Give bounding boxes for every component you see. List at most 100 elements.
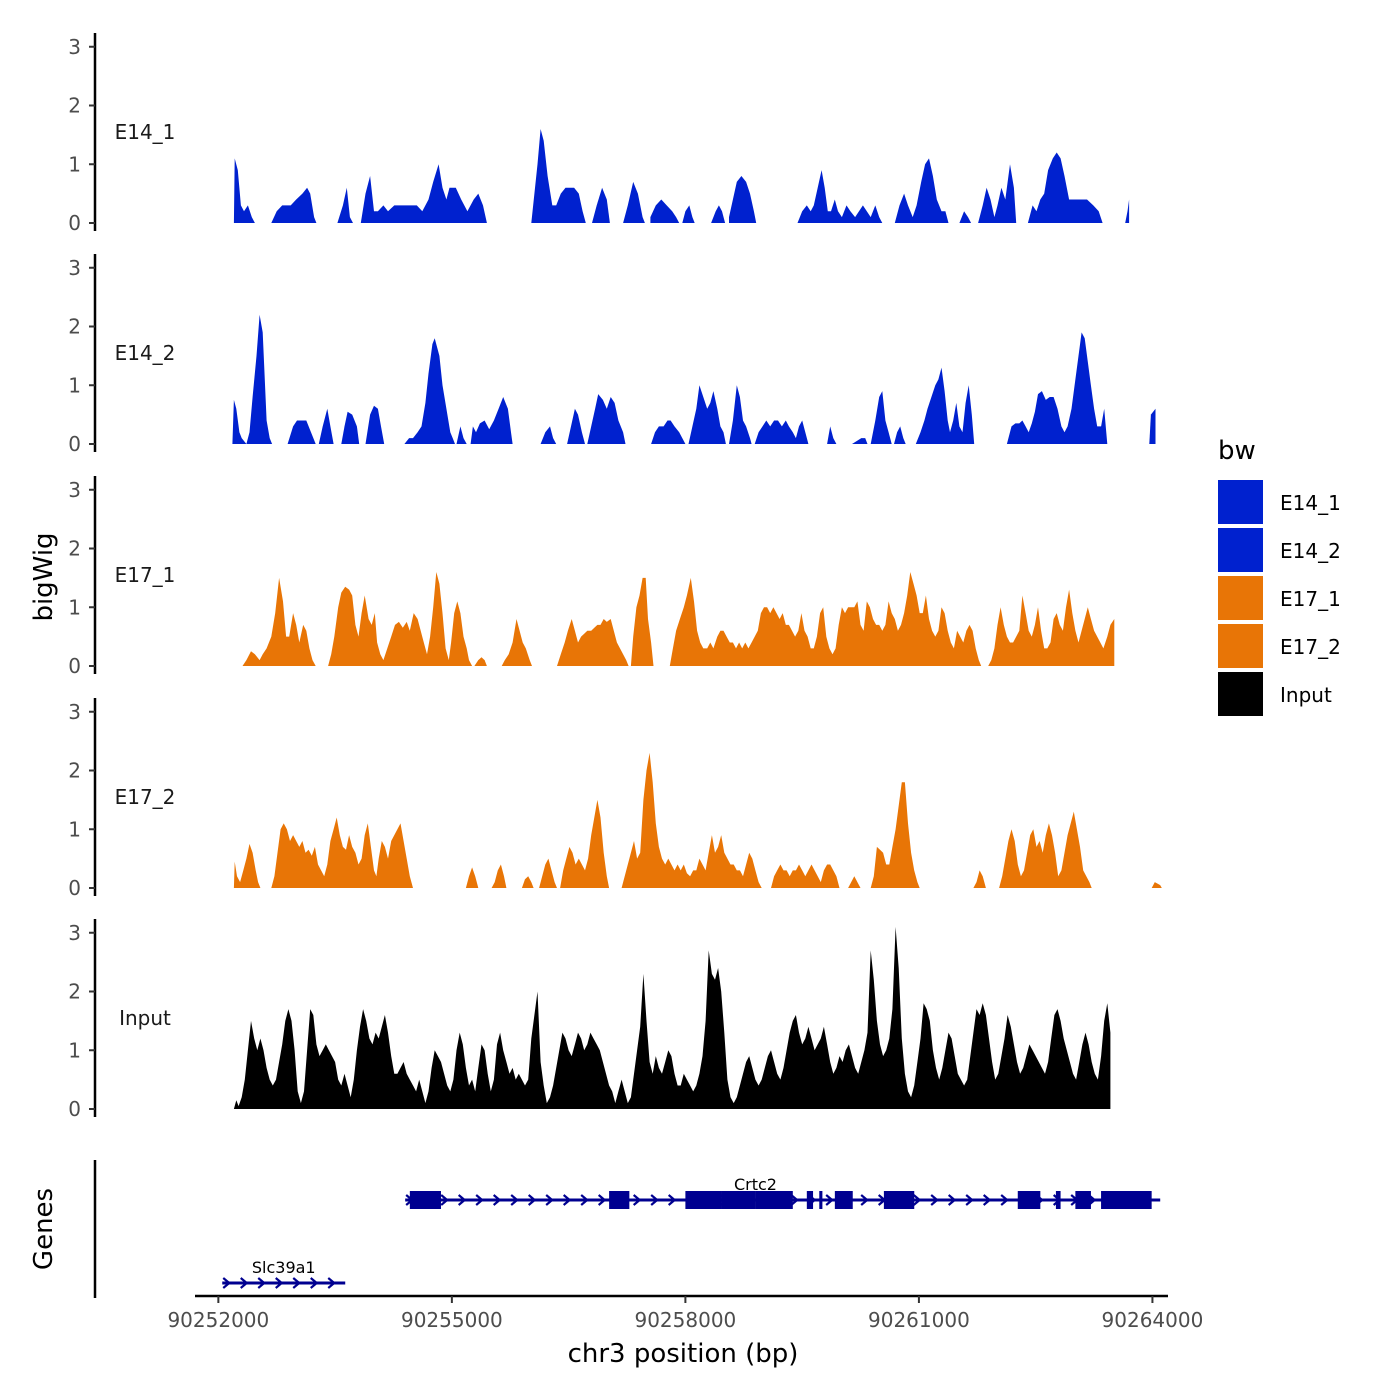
legend-swatch-E14_2	[1218, 528, 1263, 572]
strand-arrow	[912, 1194, 922, 1206]
coverage-area-E14_1	[682, 205, 695, 223]
strand-arrow	[257, 1277, 266, 1289]
legend-label-E14_1: E14_1	[1280, 491, 1341, 515]
exon	[834, 1191, 853, 1209]
strand-arrow	[475, 1194, 484, 1206]
exon	[883, 1191, 915, 1209]
coverage-area-E14_2	[894, 426, 906, 444]
coverage-area-E17_1	[242, 577, 316, 666]
coverage-area-E17_2	[999, 811, 1092, 888]
strand-arrow	[545, 1194, 554, 1206]
strand-arrow	[457, 1194, 467, 1206]
exon	[409, 1191, 441, 1209]
strand-arrow	[597, 1194, 607, 1206]
strand-arrow	[947, 1194, 957, 1206]
coverage-area-E17_1	[557, 619, 629, 666]
coverage-area-E14_1	[531, 129, 586, 223]
strand-arrow	[562, 1194, 572, 1206]
track-E14_2: 0 1 2 3 E14_2	[68, 254, 1156, 456]
legend-swatch-E17_2	[1218, 624, 1263, 668]
strand-arrow	[527, 1194, 537, 1206]
y-tick-label: 3	[68, 35, 81, 59]
legend-title: bw	[1218, 436, 1256, 466]
exon	[1101, 1191, 1152, 1209]
x-tick-label: 90252000	[167, 1308, 269, 1332]
gene-label-Crtc2: Crtc2	[734, 1175, 777, 1194]
legend-label-E17_1: E17_1	[1280, 587, 1341, 611]
coverage-area-E14_2	[318, 408, 334, 444]
y-axis-title: bigWig	[29, 532, 59, 621]
coverage-area-E14_2	[456, 426, 467, 444]
coverage-area-E14_2	[1149, 408, 1156, 444]
coverage-area-E17_2	[233, 843, 261, 888]
legend-label-E17_2: E17_2	[1280, 635, 1341, 659]
y-tick-label: 0	[68, 654, 81, 678]
coverage-area-E14_2	[404, 338, 455, 444]
exon	[819, 1191, 823, 1209]
track-label-E17_1: E17_1	[115, 563, 176, 587]
strand-arrow	[650, 1194, 659, 1206]
strand-arrow	[1000, 1194, 1009, 1206]
coverage-area-E14_2	[341, 411, 360, 444]
strand-arrow	[440, 1194, 449, 1206]
coverage-area-E14_2	[365, 405, 385, 444]
exon	[609, 1191, 630, 1209]
strand-arrow	[982, 1194, 992, 1206]
x-tick-label: 90261000	[868, 1308, 970, 1332]
legend-label-E14_2: E14_2	[1280, 539, 1341, 563]
coverage-area-E17_1	[328, 572, 473, 666]
coverage-area-E17_1	[501, 619, 532, 666]
y-tick-label: 1	[68, 595, 81, 619]
coverage-area-E14_1	[592, 187, 610, 223]
strand-arrow	[510, 1194, 519, 1206]
coverage-area-E14_1	[650, 199, 680, 223]
strand-arrow	[930, 1194, 939, 1206]
gene-panel: Crtc2 Slc39a1	[93, 1160, 1161, 1298]
y-tick-label: 3	[68, 256, 81, 280]
coverage-area-E14_1	[959, 211, 972, 223]
coverage-area-E14_1	[894, 158, 949, 223]
coverage-area-E17_1	[988, 589, 1115, 666]
coverage-area-E14_1	[271, 187, 317, 223]
y-tick-label: 3	[68, 700, 81, 724]
coverage-area-E14_2	[232, 314, 273, 444]
coverage-area-E17_2	[491, 864, 507, 888]
y-tick-label: 2	[68, 759, 81, 783]
y-tick-label: 2	[68, 94, 81, 118]
y-tick-label: 3	[68, 478, 81, 502]
y-tick-label: 3	[68, 921, 81, 945]
track-label-Input: Input	[119, 1006, 171, 1030]
coverage-area-E14_2	[1006, 332, 1108, 444]
exon	[1055, 1191, 1061, 1209]
strand-arrow	[667, 1194, 677, 1206]
coverage-area-E14_1	[711, 205, 726, 223]
legend-swatch-Input	[1218, 672, 1263, 716]
gene-Crtc2: Crtc2	[405, 1175, 1161, 1209]
coverage-area-E14_2	[729, 385, 752, 444]
coverage-area-E17_2	[870, 782, 920, 888]
legend-swatch-E14_1	[1218, 480, 1263, 524]
coverage-area-E14_1	[360, 164, 487, 223]
coverage-area-E17_1	[474, 657, 487, 666]
track-Input: 0 1 2 3 Input	[68, 919, 1111, 1121]
coverage-area-E14_1	[623, 181, 645, 223]
coverage-area-E17_1	[669, 572, 982, 666]
coverage-area-E14_2	[587, 394, 626, 444]
coverage-area-E14_1	[978, 164, 1017, 223]
legend: bw E14_1 E14_2 E17_1 E17_2 Input	[1218, 436, 1341, 716]
track-label-E14_1: E14_1	[115, 120, 176, 144]
coverage-area-E14_2	[870, 391, 892, 444]
coverage-area-E14_1	[337, 187, 353, 223]
y-tick-label: 0	[68, 211, 81, 235]
exon	[685, 1191, 722, 1209]
coverage-area-E14_2	[540, 426, 557, 444]
coverage-area-E17_2	[848, 876, 861, 888]
coverage-area-E14_1	[1125, 199, 1130, 223]
tracks: 0 1 2 3 E14_1 0 1 2 3 E14_2 0 1 2 3 E17_1 0 1 2 3 E17_2 0 1 2 3…	[68, 33, 1162, 1121]
coverage-area-Input	[233, 926, 1111, 1109]
coverage-area-E17_2	[465, 867, 479, 888]
coverage-area-E14_2	[915, 367, 975, 444]
exon	[1017, 1191, 1041, 1209]
strand-arrow	[275, 1277, 284, 1289]
